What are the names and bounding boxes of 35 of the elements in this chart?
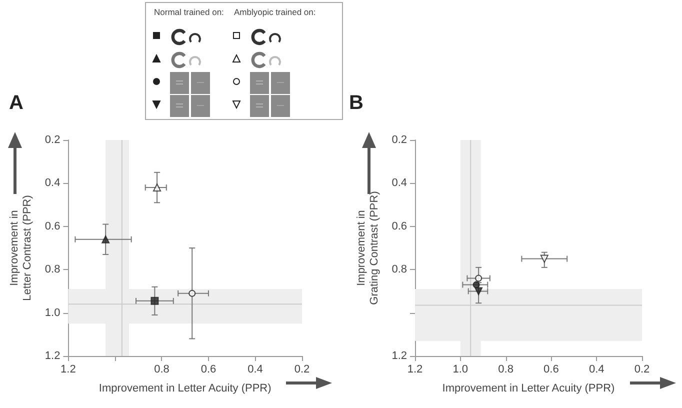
x-tick-label: 0.2 (634, 364, 650, 376)
y-tick-label: 0.2 (392, 134, 407, 146)
y-tick-label: 0.6 (44, 220, 60, 232)
point (540, 254, 548, 263)
chart-title: B (349, 92, 364, 114)
point (150, 296, 159, 305)
point (153, 184, 162, 192)
x-tick-label: 0.8 (498, 364, 514, 376)
x-tick-label: 0.2 (294, 364, 310, 376)
x-tick-label: 1.0 (452, 364, 468, 376)
y-axis-title: Improvement in Grating Contrast (PPR) (355, 191, 380, 305)
chart-title: A (9, 92, 24, 114)
y-tick-label: 0.2 (44, 134, 60, 146)
x-axis-title: Improvement in Letter Acuity (PPR) (442, 382, 615, 394)
y-tick-label: 1.0 (44, 306, 60, 319)
x-tick-label: 0.4 (248, 364, 263, 376)
y-tick-label: 0.4 (392, 177, 407, 190)
y-tick-label: 0.4 (44, 177, 60, 190)
text: Amblyopic trained on: (234, 7, 316, 17)
point (102, 235, 110, 244)
x-tick-label: 0.8 (154, 364, 170, 376)
point (188, 290, 196, 297)
y-tick-label: 1.2 (44, 350, 60, 362)
text: Normal trained on: (154, 7, 224, 17)
x-tick-label: 0.4 (588, 364, 604, 376)
x-tick-label: 0.6 (200, 364, 216, 376)
y-axis-title: Improvement in Letter Contrast (PPR) (8, 195, 34, 301)
x-tick-label: 0.6 (544, 364, 559, 376)
y-tick-label: 0.8 (392, 264, 407, 276)
x-tick-label: 1.2 (407, 364, 423, 376)
y-tick-label: 0.8 (44, 264, 60, 276)
y-tick-label: 0.6 (392, 220, 407, 232)
x-tick-label: 1.2 (60, 364, 76, 376)
y-tick-label: 1.2 (392, 350, 407, 362)
x-axis-title: Improvement in Letter Acuity (PPR) (98, 382, 272, 394)
